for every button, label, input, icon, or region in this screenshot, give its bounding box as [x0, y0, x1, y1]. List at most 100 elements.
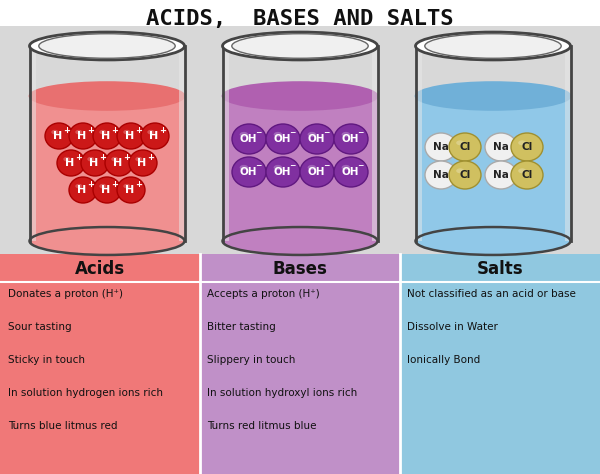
Ellipse shape [300, 157, 334, 187]
Ellipse shape [274, 132, 282, 137]
Text: Turns blue litmus red: Turns blue litmus red [8, 421, 118, 431]
Bar [371, 46, 377, 241]
Text: H: H [125, 185, 134, 195]
Text: H: H [149, 131, 158, 141]
Text: Cl: Cl [460, 142, 470, 152]
Ellipse shape [334, 157, 368, 187]
Bar [223, 46, 229, 241]
Text: OH: OH [341, 167, 359, 177]
Text: −: − [323, 128, 329, 137]
Text: Na: Na [433, 170, 449, 180]
Ellipse shape [239, 132, 248, 137]
Bar [0, 26, 600, 256]
Text: +: + [135, 180, 142, 189]
Ellipse shape [232, 34, 368, 58]
Ellipse shape [39, 34, 175, 58]
Text: Na: Na [493, 170, 509, 180]
Ellipse shape [485, 161, 517, 189]
Ellipse shape [76, 130, 82, 134]
Text: Donates a proton (H⁺): Donates a proton (H⁺) [8, 289, 123, 299]
Text: −: − [255, 161, 262, 170]
Text: Turns red litmus blue: Turns red litmus blue [207, 421, 317, 431]
Text: OH: OH [239, 167, 257, 177]
Bar [0, 254, 200, 474]
Ellipse shape [148, 130, 154, 134]
Ellipse shape [76, 184, 82, 188]
Text: OH: OH [307, 134, 325, 144]
Ellipse shape [124, 184, 130, 188]
Bar [415, 46, 421, 241]
Ellipse shape [141, 123, 169, 149]
Text: +: + [159, 126, 166, 135]
Text: H: H [125, 131, 134, 141]
Ellipse shape [456, 140, 464, 145]
Text: H: H [113, 158, 122, 168]
Text: OH: OH [239, 134, 257, 144]
Bar [415, 96, 571, 241]
Ellipse shape [93, 123, 121, 149]
Ellipse shape [341, 132, 350, 137]
Ellipse shape [415, 227, 571, 255]
Ellipse shape [29, 227, 185, 255]
Text: H: H [137, 158, 146, 168]
Ellipse shape [334, 124, 368, 154]
Ellipse shape [88, 157, 94, 161]
Ellipse shape [29, 82, 185, 110]
Text: H: H [77, 131, 86, 141]
Bar [179, 46, 185, 241]
Ellipse shape [492, 168, 500, 173]
Text: H: H [77, 185, 86, 195]
Text: Salts: Salts [476, 260, 523, 278]
Text: −: − [255, 128, 262, 137]
Ellipse shape [518, 168, 526, 173]
Bar [565, 46, 571, 241]
Ellipse shape [511, 161, 543, 189]
Text: Na: Na [433, 142, 449, 152]
Text: Acids: Acids [75, 260, 125, 278]
Ellipse shape [105, 150, 133, 176]
Ellipse shape [425, 161, 457, 189]
Bar [29, 96, 185, 241]
Ellipse shape [266, 124, 300, 154]
Text: +: + [99, 153, 106, 162]
Ellipse shape [492, 140, 500, 145]
Text: H: H [65, 158, 74, 168]
Text: H: H [89, 158, 98, 168]
Ellipse shape [415, 32, 571, 60]
Ellipse shape [223, 82, 377, 110]
Ellipse shape [112, 157, 118, 161]
Text: OH: OH [273, 134, 291, 144]
Text: In solution hydroxyl ions rich: In solution hydroxyl ions rich [207, 388, 357, 398]
Ellipse shape [341, 165, 350, 170]
Text: Sticky in touch: Sticky in touch [8, 355, 85, 365]
Bar [223, 96, 377, 241]
Ellipse shape [69, 123, 97, 149]
Text: OH: OH [341, 134, 359, 144]
Ellipse shape [511, 133, 543, 161]
Ellipse shape [69, 177, 97, 203]
Text: Cl: Cl [521, 170, 533, 180]
Ellipse shape [64, 157, 70, 161]
Text: H: H [101, 131, 110, 141]
Text: +: + [123, 153, 130, 162]
Ellipse shape [52, 130, 58, 134]
Text: +: + [87, 180, 94, 189]
Ellipse shape [432, 140, 440, 145]
Ellipse shape [274, 165, 282, 170]
Ellipse shape [449, 133, 481, 161]
Ellipse shape [57, 150, 85, 176]
Bar [400, 254, 600, 474]
Ellipse shape [124, 130, 130, 134]
Ellipse shape [232, 157, 266, 187]
Text: Not classified as an acid or base: Not classified as an acid or base [407, 289, 576, 299]
Ellipse shape [425, 133, 457, 161]
Ellipse shape [456, 168, 464, 173]
Text: ACIDS,  BASES AND SALTS: ACIDS, BASES AND SALTS [146, 9, 454, 29]
Ellipse shape [100, 184, 106, 188]
Text: +: + [87, 126, 94, 135]
Text: Dissolve in Water: Dissolve in Water [407, 322, 498, 332]
Ellipse shape [223, 32, 377, 60]
Ellipse shape [29, 32, 185, 60]
Ellipse shape [518, 140, 526, 145]
Text: OH: OH [273, 167, 291, 177]
